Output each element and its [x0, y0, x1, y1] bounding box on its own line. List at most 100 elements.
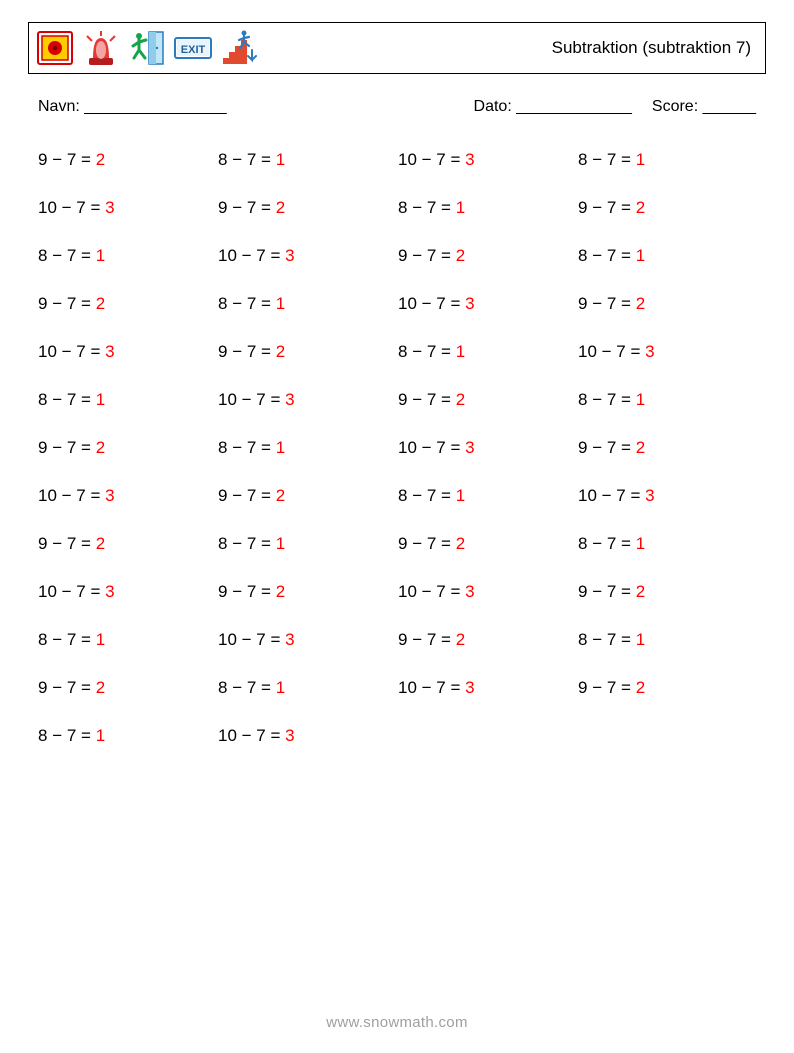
problem: 8 − 7 = 1	[218, 150, 398, 170]
operand-a: 8	[578, 246, 587, 265]
problem: 9 − 7 = 2	[218, 582, 398, 602]
answer: 3	[285, 726, 294, 745]
meta-right: Dato: _____________ Score: ______	[474, 98, 756, 116]
operand-b: 7	[607, 534, 616, 553]
answer: 1	[96, 726, 105, 745]
operand-b: 7	[607, 438, 616, 457]
operand-b: 7	[247, 198, 256, 217]
problem: 10 − 7 = 3	[398, 294, 578, 314]
operand-b: 7	[427, 630, 436, 649]
operand-b: 7	[247, 438, 256, 457]
operand-a: 10	[218, 630, 237, 649]
problem: 10 − 7 = 3	[398, 678, 578, 698]
problem: 10 − 7 = 3	[38, 582, 218, 602]
problem: 10 − 7 = 3	[38, 198, 218, 218]
answer: 2	[636, 582, 645, 601]
operand-a: 9	[38, 294, 47, 313]
problem: 8 − 7 = 1	[218, 438, 398, 458]
operand-a: 8	[38, 726, 47, 745]
problem: 9 − 7 = 2	[218, 486, 398, 506]
answer: 3	[105, 198, 114, 217]
answer: 1	[456, 198, 465, 217]
operand-b: 7	[247, 294, 256, 313]
operand-b: 7	[76, 198, 85, 217]
operand-a: 8	[578, 150, 587, 169]
operand-b: 7	[67, 678, 76, 697]
operand-b: 7	[427, 486, 436, 505]
answer: 2	[96, 438, 105, 457]
operand-a: 8	[398, 486, 407, 505]
operand-a: 9	[38, 678, 47, 697]
answer: 1	[96, 630, 105, 649]
operand-b: 7	[247, 342, 256, 361]
name-field: Navn: ________________	[38, 98, 227, 116]
operand-a: 9	[578, 294, 587, 313]
answer: 2	[456, 534, 465, 553]
operand-b: 7	[436, 678, 445, 697]
operand-b: 7	[247, 486, 256, 505]
problem: 10 − 7 = 3	[218, 726, 398, 746]
operand-a: 10	[38, 486, 57, 505]
problem: 8 − 7 = 1	[398, 342, 578, 362]
answer: 2	[456, 390, 465, 409]
meta-row: Navn: ________________ Dato: ___________…	[38, 98, 756, 116]
operand-b: 7	[67, 438, 76, 457]
score-blank: ______	[703, 98, 756, 115]
operand-b: 7	[607, 630, 616, 649]
operand-a: 8	[578, 630, 587, 649]
operand-a: 10	[398, 582, 417, 601]
operand-a: 9	[218, 486, 227, 505]
answer: 2	[96, 678, 105, 697]
answer: 2	[456, 246, 465, 265]
problem: 10 − 7 = 3	[398, 150, 578, 170]
operand-b: 7	[436, 150, 445, 169]
answer: 1	[276, 294, 285, 313]
operand-a: 8	[218, 438, 227, 457]
exit-run-icon	[127, 28, 167, 68]
operand-a: 10	[218, 726, 237, 745]
problem: 8 − 7 = 1	[218, 294, 398, 314]
operand-b: 7	[76, 342, 85, 361]
answer: 3	[465, 294, 474, 313]
operand-b: 7	[607, 678, 616, 697]
footer-url: www.snowmath.com	[0, 1014, 794, 1031]
answer: 3	[285, 246, 294, 265]
operand-a: 8	[38, 246, 47, 265]
name-label: Navn:	[38, 98, 80, 115]
operand-a: 8	[38, 630, 47, 649]
problem: 9 − 7 = 2	[38, 150, 218, 170]
icon-strip: EXIT	[35, 28, 259, 68]
operand-b: 7	[427, 246, 436, 265]
operand-b: 7	[427, 390, 436, 409]
operand-b: 7	[67, 630, 76, 649]
header-box: EXIT Subtraktion (subtraktion 7)	[28, 22, 766, 74]
operand-a: 8	[218, 294, 227, 313]
operand-b: 7	[67, 294, 76, 313]
answer: 1	[276, 678, 285, 697]
operand-b: 7	[67, 534, 76, 553]
problem: 9 − 7 = 2	[398, 534, 578, 554]
date-label: Dato:	[474, 98, 512, 115]
answer: 1	[636, 150, 645, 169]
operand-a: 9	[218, 582, 227, 601]
operand-a: 9	[578, 438, 587, 457]
operand-b: 7	[67, 150, 76, 169]
operand-b: 7	[256, 390, 265, 409]
operand-a: 9	[38, 534, 47, 553]
problem: 8 − 7 = 1	[218, 534, 398, 554]
operand-a: 9	[398, 246, 407, 265]
answer: 1	[456, 342, 465, 361]
answer: 2	[636, 294, 645, 313]
problem: 8 − 7 = 1	[578, 534, 758, 554]
problem: 10 − 7 = 3	[218, 246, 398, 266]
answer: 3	[465, 150, 474, 169]
answer: 1	[276, 534, 285, 553]
problem: 9 − 7 = 2	[38, 294, 218, 314]
worksheet-title: Subtraktion (subtraktion 7)	[552, 38, 755, 58]
problem: 8 − 7 = 1	[38, 246, 218, 266]
operand-a: 8	[218, 678, 227, 697]
operand-b: 7	[607, 198, 616, 217]
answer: 3	[465, 438, 474, 457]
operand-a: 8	[218, 534, 227, 553]
operand-a: 10	[578, 486, 597, 505]
